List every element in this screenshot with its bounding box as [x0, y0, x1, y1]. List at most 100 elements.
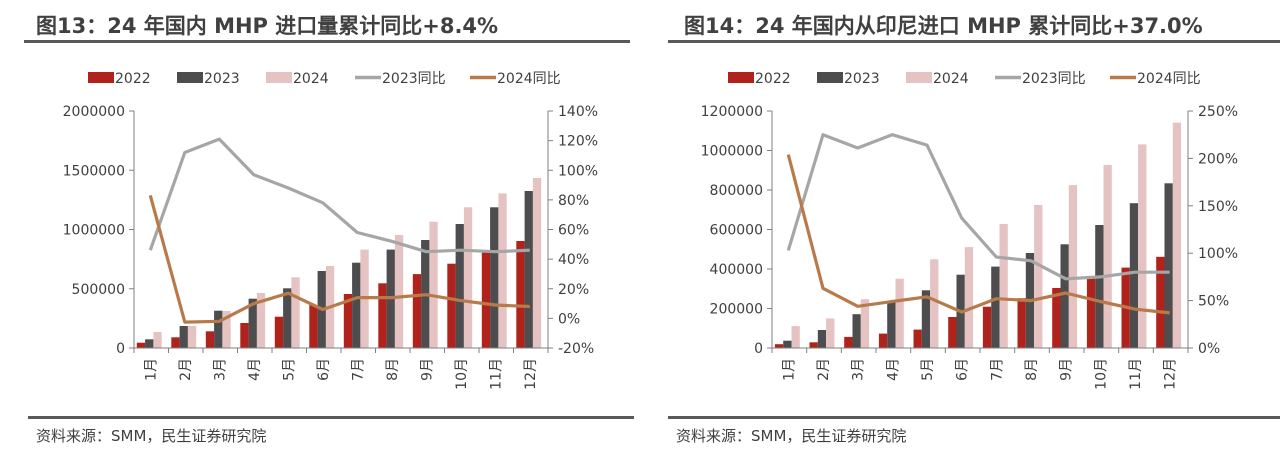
- source-note: 资料来源：SMM，民生证券研究院: [676, 427, 907, 445]
- left-tick-label: 1000000: [63, 223, 125, 239]
- legend-label: 2022: [115, 71, 151, 87]
- legend-item: 2024: [906, 71, 969, 87]
- left-tick-label: 600000: [710, 223, 763, 239]
- x-tick-label: 5月: [281, 358, 297, 381]
- right-tick-label: 60%: [558, 223, 589, 239]
- source-note: 资料来源：SMM，民生证券研究院: [36, 427, 267, 445]
- x-tick-label: 11月: [1128, 358, 1144, 390]
- x-tick-label: 12月: [523, 358, 539, 390]
- series-line: [786, 154, 1170, 315]
- x-tick-label: 4月: [885, 358, 901, 381]
- left-tick-label: 1200000: [701, 104, 763, 120]
- bar: [498, 193, 507, 348]
- bar: [852, 314, 861, 348]
- left-tick-label: 200000: [710, 302, 763, 318]
- figure-14-panel: 图14：24 年国内从印尼进口 MHP 累计同比+37.0% 2022 2023 2…: [660, 0, 1288, 456]
- bar: [1060, 244, 1069, 348]
- legend-item: 2024同比: [470, 71, 561, 87]
- figure-13-panel: 图13：24 年国内 MHP 进口量累计同比+8.4% 2022 2023 2024…: [0, 0, 640, 456]
- bar: [1164, 183, 1173, 348]
- bar: [378, 283, 387, 348]
- left-tick-label: 2000000: [63, 104, 125, 120]
- bar: [844, 336, 853, 348]
- x-tick-label: 4月: [247, 358, 263, 381]
- bar: [1138, 144, 1147, 348]
- left-tick-label: 500000: [72, 282, 125, 298]
- bar: [1052, 288, 1061, 348]
- x-tick-label: 11月: [488, 358, 504, 390]
- right-tick-label: 200%: [1198, 151, 1238, 167]
- legend-label: 2023同比: [1022, 71, 1086, 87]
- legend-swatch: [177, 72, 203, 83]
- bar: [913, 329, 922, 348]
- bar: [1086, 278, 1096, 348]
- bar: [809, 342, 818, 348]
- legend-swatch: [817, 72, 843, 83]
- legend-swatch: [266, 72, 292, 83]
- legend-item: 2022: [88, 71, 151, 87]
- left-tick-label: 0: [754, 341, 763, 357]
- right-tick-label: 250%: [1198, 104, 1238, 120]
- footer-divider: [668, 416, 1280, 419]
- bar: [171, 337, 180, 348]
- bar: [309, 305, 318, 348]
- series-line: [786, 133, 1170, 281]
- bar: [895, 278, 904, 348]
- legend-swatch: [906, 72, 932, 83]
- legend-label: 2023: [204, 71, 240, 87]
- x-tick-label: 1月: [143, 358, 159, 381]
- x-tick-label: 9月: [1059, 358, 1075, 381]
- bar: [817, 330, 827, 348]
- bar: [860, 299, 870, 348]
- x-tick-label: 10月: [1093, 358, 1109, 390]
- legend-label: 2024: [293, 71, 329, 87]
- right-tick-label: 140%: [558, 104, 598, 120]
- series-line: [148, 137, 530, 254]
- title-divider: [668, 40, 1280, 43]
- bar: [343, 294, 353, 348]
- legend-item: 2024: [266, 71, 329, 87]
- right-tick-label: 100%: [558, 163, 598, 179]
- legend-label: 2024同比: [1137, 71, 1201, 87]
- bar: [214, 310, 223, 348]
- bar: [887, 301, 896, 348]
- legend-item: 2022: [728, 71, 791, 87]
- legend-item: 2023同比: [355, 71, 446, 87]
- x-tick-label: 12月: [1163, 358, 1179, 390]
- bar-series-2024: [791, 122, 1182, 348]
- x-tick-label: 2月: [178, 358, 194, 381]
- line-series-2024同比: [148, 194, 530, 324]
- bar: [291, 277, 300, 348]
- legend-swatch: [728, 72, 754, 83]
- bar: [1068, 185, 1078, 348]
- bar: [274, 316, 284, 348]
- bar: [205, 331, 215, 348]
- bar: [256, 293, 266, 348]
- legend-item: 2023同比: [995, 71, 1086, 87]
- bar: [826, 318, 835, 348]
- x-tick-label: 7月: [350, 358, 366, 381]
- bar: [429, 221, 438, 348]
- bar: [1103, 164, 1112, 348]
- legend-item: 2023: [817, 71, 880, 87]
- bar: [447, 263, 456, 348]
- bar: [455, 224, 464, 348]
- left-tick-label: 0: [116, 341, 125, 357]
- bar: [516, 241, 525, 348]
- bar: [153, 332, 162, 348]
- x-tick-label: 10月: [454, 358, 470, 390]
- bar: [930, 259, 939, 348]
- left-tick-label: 1500000: [63, 163, 125, 179]
- bar: [982, 306, 992, 348]
- legend-label: 2023: [844, 71, 880, 87]
- bar: [1172, 122, 1182, 348]
- bar: [412, 274, 422, 348]
- right-tick-label: 100%: [1198, 246, 1238, 262]
- x-tick-label: 5月: [920, 358, 936, 381]
- right-tick-label: 0%: [558, 311, 580, 327]
- left-tick-label: 400000: [710, 262, 763, 278]
- figure-title: 图13：24 年国内 MHP 进口量累计同比+8.4%: [36, 14, 499, 38]
- bar: [179, 326, 188, 348]
- x-tick-label: 9月: [419, 358, 435, 381]
- bar-series-2023: [783, 183, 1173, 348]
